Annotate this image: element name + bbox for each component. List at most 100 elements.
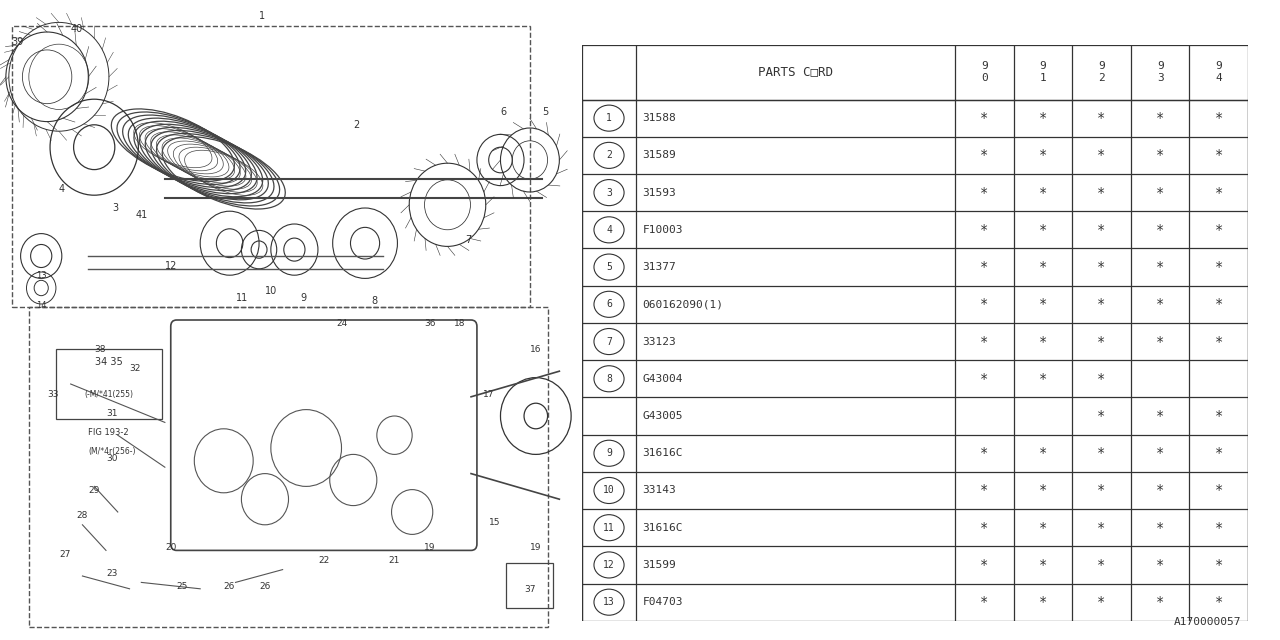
Text: *: * <box>980 335 988 349</box>
Text: *: * <box>1097 111 1106 125</box>
Text: *: * <box>1215 186 1222 200</box>
Text: *: * <box>1097 409 1106 423</box>
Text: 19: 19 <box>424 543 435 552</box>
Text: 2: 2 <box>607 150 612 161</box>
Text: 9
0: 9 0 <box>980 61 988 83</box>
Text: *: * <box>1215 558 1222 572</box>
Text: *: * <box>1156 186 1165 200</box>
Text: *: * <box>1215 335 1222 349</box>
Text: F10003: F10003 <box>643 225 682 235</box>
Text: *: * <box>1039 223 1047 237</box>
Text: *: * <box>1156 111 1165 125</box>
Text: *: * <box>1039 558 1047 572</box>
Text: 31616C: 31616C <box>643 448 682 458</box>
Text: 3: 3 <box>607 188 612 198</box>
Text: 4: 4 <box>59 184 65 194</box>
Text: 2: 2 <box>353 120 360 130</box>
Text: *: * <box>1156 260 1165 274</box>
Text: 40: 40 <box>70 24 83 34</box>
Text: 8: 8 <box>371 296 378 306</box>
Text: G43005: G43005 <box>643 411 682 421</box>
Text: F04703: F04703 <box>643 597 682 607</box>
Text: 13: 13 <box>36 271 46 280</box>
Text: 30: 30 <box>106 454 118 463</box>
Text: (M/*4r(256-): (M/*4r(256-) <box>88 447 136 456</box>
Text: 31588: 31588 <box>643 113 676 123</box>
Text: *: * <box>1097 298 1106 311</box>
Text: *: * <box>1097 595 1106 609</box>
Text: (-M/*41(255): (-M/*41(255) <box>84 390 133 399</box>
Text: *: * <box>1039 595 1047 609</box>
Text: 26: 26 <box>259 582 270 591</box>
Text: *: * <box>1039 372 1047 386</box>
Text: 5: 5 <box>607 262 612 272</box>
Text: PARTS C□RD: PARTS C□RD <box>758 66 833 79</box>
Text: 31616C: 31616C <box>643 523 682 532</box>
Text: 12: 12 <box>603 560 614 570</box>
Text: 41: 41 <box>136 209 147 220</box>
Text: *: * <box>1039 446 1047 460</box>
Text: *: * <box>980 372 988 386</box>
Text: 11: 11 <box>603 523 614 532</box>
Text: 37: 37 <box>525 585 535 594</box>
Text: *: * <box>1156 483 1165 497</box>
Text: *: * <box>1039 483 1047 497</box>
Text: *: * <box>1039 111 1047 125</box>
Text: *: * <box>1215 111 1222 125</box>
Text: 32: 32 <box>129 364 141 373</box>
Text: *: * <box>980 446 988 460</box>
Text: 24: 24 <box>335 319 347 328</box>
Text: 33123: 33123 <box>643 337 676 346</box>
Text: *: * <box>1215 260 1222 274</box>
Text: 9
4: 9 4 <box>1215 61 1222 83</box>
FancyBboxPatch shape <box>56 349 163 419</box>
Text: *: * <box>1215 223 1222 237</box>
Text: *: * <box>1215 595 1222 609</box>
Text: *: * <box>1156 521 1165 534</box>
Text: *: * <box>980 298 988 311</box>
Text: 12: 12 <box>165 261 177 271</box>
Text: *: * <box>1156 223 1165 237</box>
Text: *: * <box>1097 372 1106 386</box>
Text: *: * <box>1097 483 1106 497</box>
Text: *: * <box>1215 409 1222 423</box>
Text: *: * <box>1097 223 1106 237</box>
Text: 23: 23 <box>106 569 118 578</box>
Text: *: * <box>980 558 988 572</box>
Text: 29: 29 <box>88 486 100 495</box>
Text: *: * <box>980 186 988 200</box>
Text: *: * <box>980 483 988 497</box>
Text: 31599: 31599 <box>643 560 676 570</box>
Text: *: * <box>1097 335 1106 349</box>
Text: 9
3: 9 3 <box>1157 61 1164 83</box>
Text: *: * <box>1215 483 1222 497</box>
Text: *: * <box>1156 298 1165 311</box>
Text: G43004: G43004 <box>643 374 682 384</box>
Text: 9
2: 9 2 <box>1098 61 1105 83</box>
Text: *: * <box>1039 298 1047 311</box>
Text: 34 35: 34 35 <box>95 357 123 367</box>
Text: 26: 26 <box>224 582 236 591</box>
Text: 33: 33 <box>47 390 59 399</box>
Text: 31589: 31589 <box>643 150 676 161</box>
Text: 31: 31 <box>106 409 118 418</box>
Text: 14: 14 <box>36 301 46 310</box>
Text: 15: 15 <box>489 518 500 527</box>
Text: 1: 1 <box>607 113 612 123</box>
Text: *: * <box>1156 558 1165 572</box>
Text: *: * <box>980 223 988 237</box>
Text: *: * <box>1215 298 1222 311</box>
Text: *: * <box>1215 521 1222 534</box>
Text: *: * <box>1039 335 1047 349</box>
Text: 6: 6 <box>607 300 612 309</box>
Text: 36: 36 <box>424 319 435 328</box>
Text: *: * <box>1097 521 1106 534</box>
Text: 21: 21 <box>389 556 401 565</box>
Text: *: * <box>1039 148 1047 163</box>
Text: 3: 3 <box>111 203 118 213</box>
Text: 060162090(1): 060162090(1) <box>643 300 723 309</box>
Text: 9: 9 <box>301 293 306 303</box>
Text: *: * <box>1039 260 1047 274</box>
Text: 28: 28 <box>77 511 88 520</box>
Text: *: * <box>1097 260 1106 274</box>
